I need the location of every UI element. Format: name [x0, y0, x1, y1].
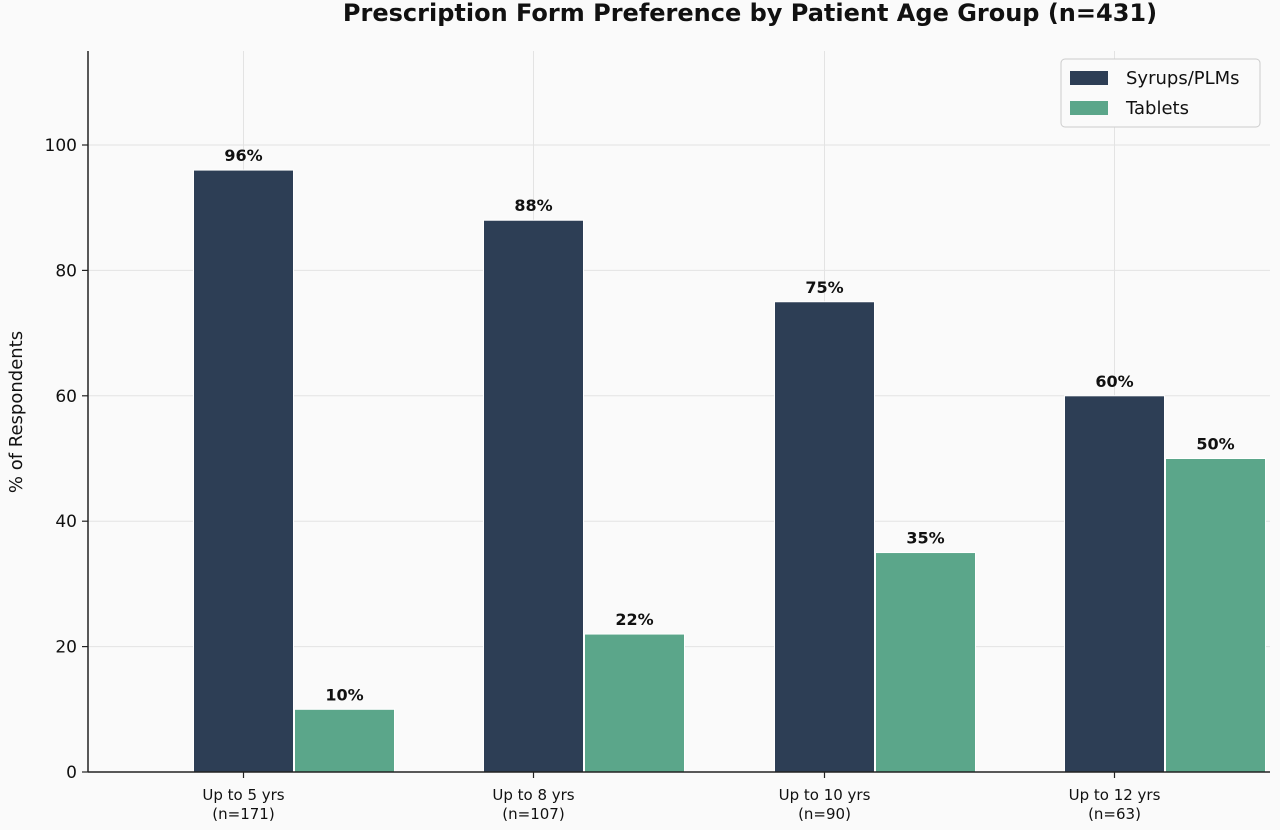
legend-swatch-tablets [1070, 101, 1108, 115]
data-label: 96% [224, 146, 262, 165]
axes [87, 51, 1270, 773]
x-tick-sublabel: (n=107) [502, 805, 564, 823]
bar [483, 219, 584, 773]
y-tick-label: 20 [55, 638, 77, 658]
legend-swatch-syrups [1070, 71, 1108, 85]
data-label: 75% [805, 278, 843, 297]
bar [294, 708, 395, 773]
y-tick-label: 0 [66, 763, 77, 783]
data-label: 60% [1095, 372, 1133, 391]
y-tick-label: 80 [55, 261, 77, 281]
legend-box [1060, 58, 1261, 128]
chart-title: Prescription Form Preference by Patient … [343, 0, 1157, 27]
x-ticks: Up to 5 yrs(n=171) Up to 8 yrs(n=107) Up t… [202, 772, 1161, 823]
data-label: 22% [615, 610, 653, 629]
data-label: 35% [906, 529, 944, 548]
bar [875, 552, 976, 773]
y-ticks: 0 20 40 60 80 100 [45, 136, 88, 783]
y-tick-label: 100 [45, 136, 77, 156]
bar [584, 633, 685, 773]
bar [1165, 458, 1266, 773]
x-tick-sublabel: (n=90) [798, 805, 851, 823]
bar [193, 169, 294, 773]
legend-label-syrups: Syrups/PLMs [1126, 68, 1240, 89]
bar [1064, 395, 1165, 773]
data-label: 50% [1196, 435, 1234, 454]
legend: Syrups/PLMs Tablets [1060, 58, 1261, 128]
bars [193, 169, 1266, 773]
data-label: 10% [325, 685, 363, 704]
data-labels: 96% 88% 75% 60% 10% 22% 35% 50% [224, 146, 1234, 704]
x-tick-label: Up to 5 yrs [202, 786, 284, 804]
y-tick-label: 40 [55, 512, 77, 532]
x-tick-sublabel: (n=63) [1088, 805, 1141, 823]
data-label: 88% [514, 196, 552, 215]
bar [774, 301, 875, 773]
x-tick-label: Up to 12 yrs [1069, 786, 1161, 804]
x-tick-label: Up to 8 yrs [492, 786, 574, 804]
x-tick-sublabel: (n=171) [212, 805, 274, 823]
legend-label-tablets: Tablets [1125, 98, 1189, 119]
y-tick-label: 60 [55, 387, 77, 407]
x-tick-label: Up to 10 yrs [779, 786, 871, 804]
y-axis-label: % of Respondents [6, 331, 27, 493]
